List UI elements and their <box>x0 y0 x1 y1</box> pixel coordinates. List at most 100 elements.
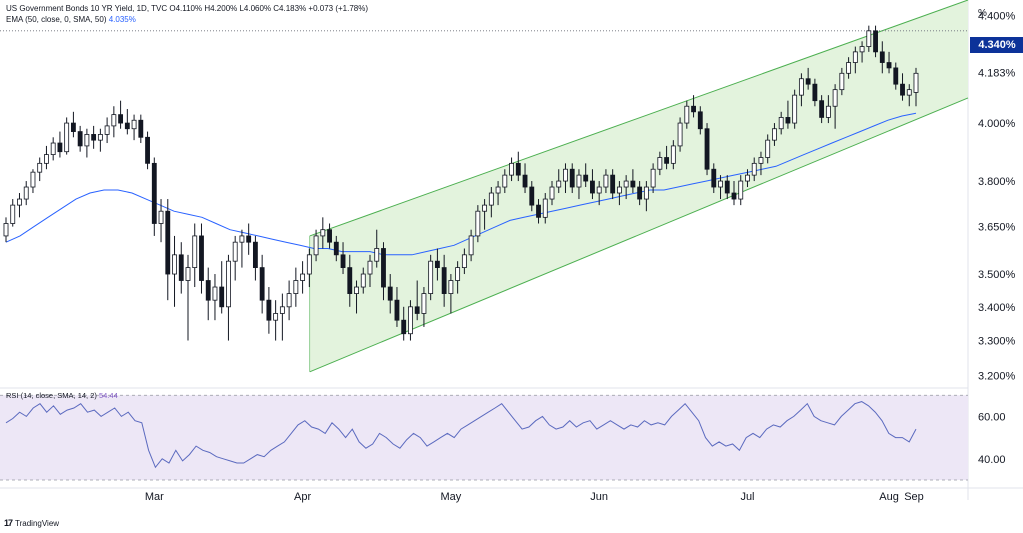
candle-body-up <box>604 175 608 187</box>
candle-body-down <box>725 181 729 193</box>
price-tick-label: 3.300% <box>978 336 1016 348</box>
candle-body-up <box>368 261 372 274</box>
candle-body-up <box>321 230 325 236</box>
candle-body-up <box>543 199 547 217</box>
month-label: May <box>440 491 461 503</box>
candle-body-up <box>658 158 662 170</box>
candle-body-up <box>671 146 675 163</box>
candle-body-up <box>17 199 21 205</box>
candle-body-down <box>435 261 439 267</box>
candle-body-up <box>31 172 35 187</box>
candle <box>166 199 170 300</box>
candle-body-up <box>186 268 190 281</box>
candle-body-up <box>287 294 291 307</box>
candle-body-down <box>381 248 385 287</box>
candle-body-down <box>119 115 123 123</box>
candle-body-down <box>199 236 203 281</box>
candle <box>31 169 35 193</box>
candle-body-down <box>166 211 170 274</box>
month-label: Apr <box>294 491 311 503</box>
candle <box>24 181 28 205</box>
candle <box>71 112 75 137</box>
candle-body-down <box>705 129 709 169</box>
candle <box>44 146 48 169</box>
candle <box>38 158 42 182</box>
candle-body-up <box>11 205 15 223</box>
price-tick-label: 3.200% <box>978 370 1016 382</box>
price-tick-label: 3.650% <box>978 222 1016 234</box>
candle-body-up <box>644 187 648 199</box>
candle <box>233 236 237 281</box>
symbol-header: US Government Bonds 10 YR Yield, 1D, TVC… <box>6 4 368 13</box>
candle <box>17 193 21 217</box>
candle-body-up <box>51 143 55 155</box>
candle-body-up <box>112 115 116 126</box>
candle-body-up <box>213 287 217 300</box>
candle-body-up <box>44 155 48 164</box>
candle <box>193 223 197 287</box>
candle <box>247 223 251 254</box>
candle-body-up <box>745 175 749 181</box>
candle-body-up <box>651 169 655 187</box>
rsi-legend[interactable]: RSI (14, close, SMA, 14, 2) 54.44 <box>6 391 118 400</box>
candle-body-up <box>280 307 284 314</box>
candle-body-down <box>206 281 210 301</box>
candle <box>51 137 55 160</box>
candle-body-up <box>860 47 864 52</box>
candle-body-down <box>638 187 642 199</box>
ohlc-values: O4.110% H4.200% L4.060% C4.183% +0.073 (… <box>169 4 368 13</box>
candle <box>301 261 305 293</box>
candle-body-up <box>510 163 514 175</box>
candle-body-down <box>813 84 817 101</box>
candle-body-down <box>58 143 62 152</box>
candle-body-down <box>692 106 696 112</box>
candle-body-down <box>78 132 82 146</box>
candle <box>92 126 96 149</box>
candle <box>199 223 203 293</box>
axis-unit-label: % <box>978 8 987 19</box>
candle-body-down <box>253 242 257 267</box>
candle-body-up <box>772 129 776 140</box>
month-label: Jul <box>740 491 754 503</box>
price-axis[interactable]: 4.400% 4.183% 4.000% 3.800% 3.650% 3.500% 3.40… <box>978 10 1016 382</box>
candle <box>274 300 278 340</box>
tradingview-logo[interactable]: 17 TradingView <box>4 518 59 528</box>
candle-body-down <box>530 187 534 205</box>
rsi-legend-value: 54.44 <box>99 391 118 400</box>
candle-body-down <box>402 320 406 334</box>
candle-body-up <box>914 73 918 92</box>
candle-body-down <box>712 169 716 187</box>
candle-body-up <box>496 187 500 193</box>
candle-body-up <box>98 134 102 140</box>
candle-body-down <box>570 169 574 187</box>
candle-body-down <box>516 163 520 175</box>
candle-body-down <box>348 268 352 294</box>
ema-legend[interactable]: EMA (50, close, 0, SMA, 50) 4.035% <box>6 15 136 24</box>
candle-body-up <box>294 281 298 294</box>
candle <box>152 158 156 236</box>
candle <box>294 268 298 307</box>
candle-body-up <box>429 261 433 293</box>
ema-legend-value: 4.035% <box>109 15 136 24</box>
candle-body-up <box>847 63 851 74</box>
candle-body-up <box>274 313 278 320</box>
candle <box>159 199 163 242</box>
candle-body-up <box>240 236 244 242</box>
candle-body-down <box>247 236 251 242</box>
candle-body-up <box>793 95 797 123</box>
candle-body-down <box>415 307 419 314</box>
candle-body-down <box>900 84 904 95</box>
symbol-title: US Government Bonds 10 YR Yield, 1D, TVC <box>6 4 167 13</box>
candle-body-down <box>698 112 702 129</box>
candle-body-up <box>132 120 136 128</box>
time-axis[interactable]: Mar Apr May Jun Jul Aug Sep <box>145 491 924 503</box>
candle <box>253 236 257 281</box>
candle-body-up <box>361 274 365 287</box>
candle-body-up <box>577 175 581 187</box>
candle-body-up <box>766 140 770 157</box>
rsi-legend-label: RSI (14, close, SMA, 14, 2) <box>6 391 97 400</box>
price-tick-label: 4.000% <box>978 118 1016 130</box>
candle-body-up <box>172 255 176 274</box>
candle-body-down <box>388 287 392 300</box>
candle-body-down <box>887 63 891 68</box>
